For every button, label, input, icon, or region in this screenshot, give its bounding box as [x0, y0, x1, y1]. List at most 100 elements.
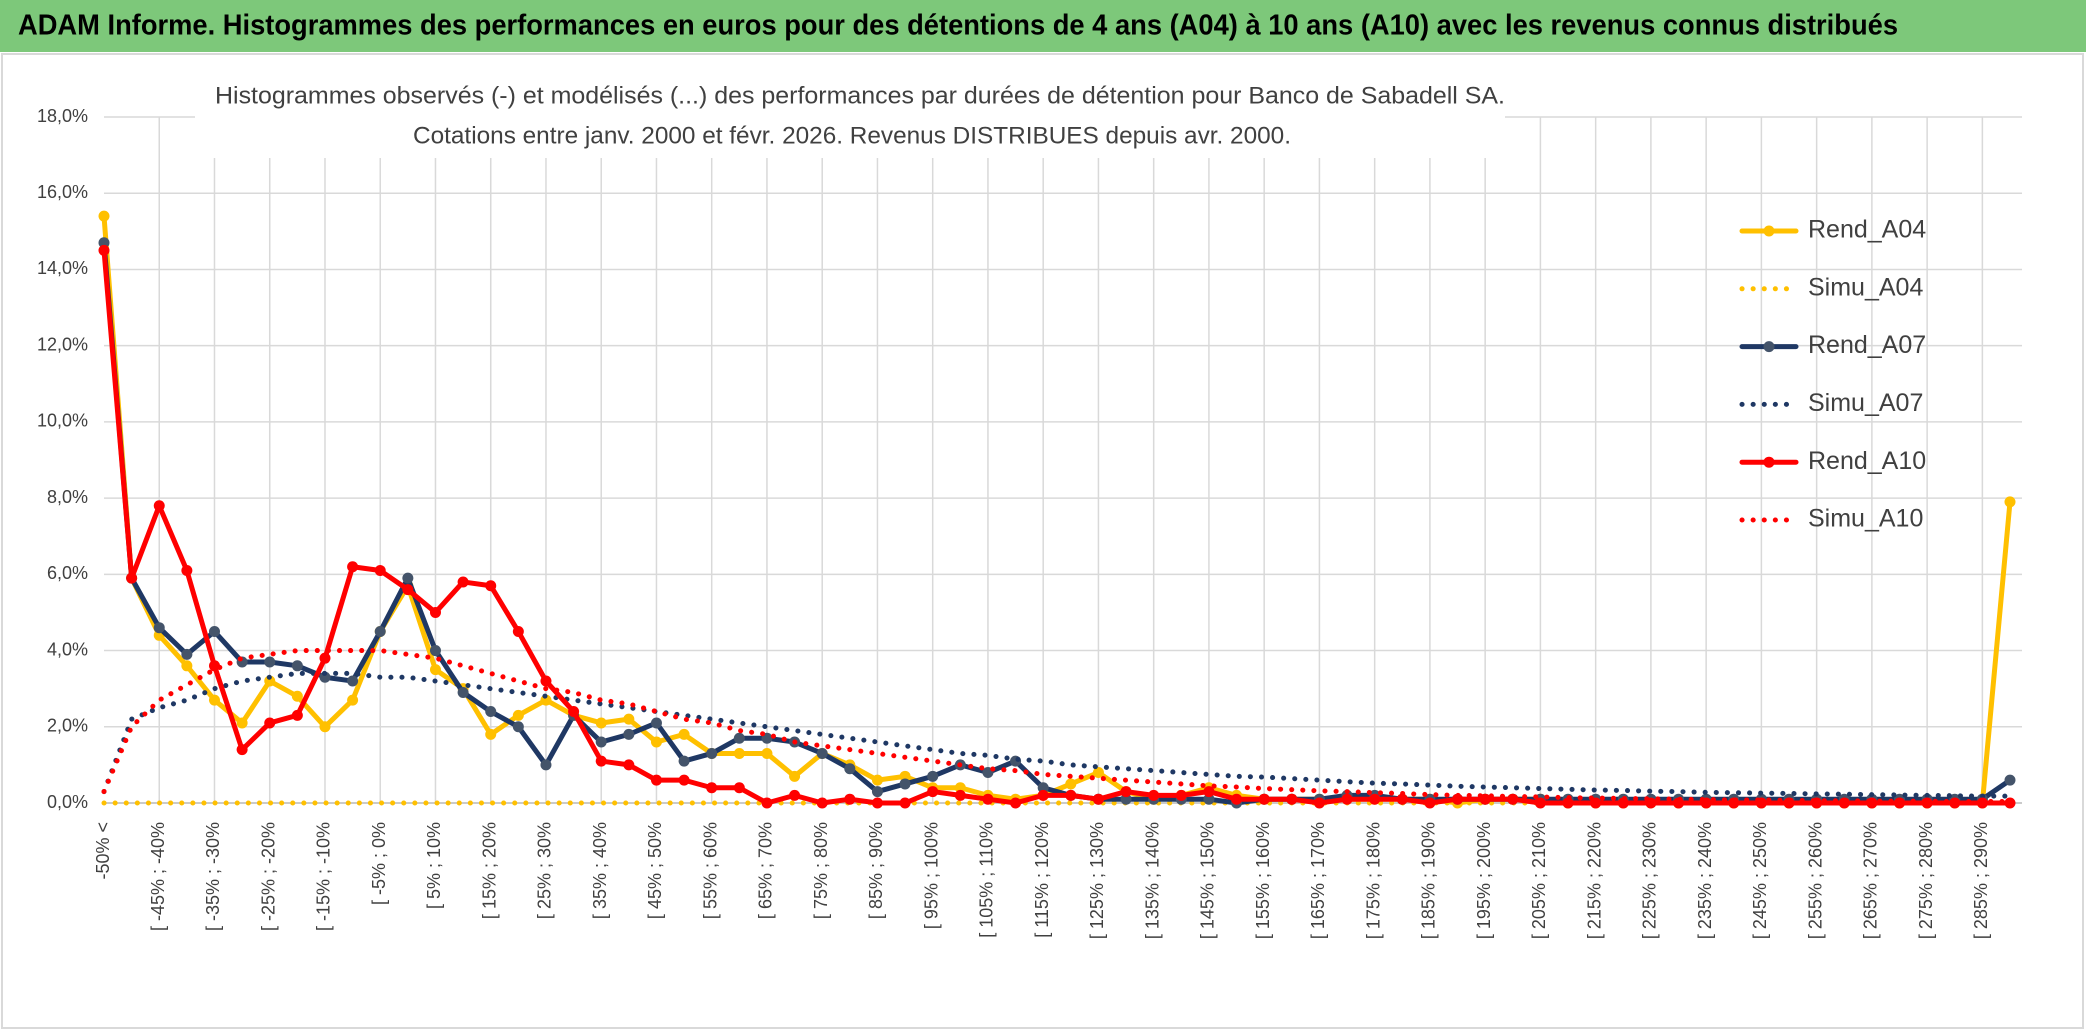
- data-point: [126, 572, 138, 584]
- data-point: [761, 747, 773, 759]
- header-bar: [0, 0, 2086, 52]
- data-point: [208, 626, 220, 637]
- x-tick-label: [ 25% ; 30%: [535, 822, 555, 919]
- x-tick-label: [ 115% ; 120%: [1032, 822, 1052, 938]
- x-tick-label: [ 145% ; 150%: [1198, 822, 1218, 939]
- x-tick-label: [ 255% ; 260%: [1805, 822, 1825, 939]
- data-point: [1534, 797, 1546, 809]
- model-line: [101, 670, 2013, 799]
- y-tick-label: 18,0%: [37, 106, 88, 126]
- data-point: [623, 728, 635, 740]
- grid: 0,0% 2,0% 4,0% 6,0% 8,0% 10,0% 12,0% 14,0% 16,0%…: [37, 106, 2022, 939]
- data-point: [871, 774, 883, 786]
- x-tick-label: [ 175% ; 180%: [1363, 822, 1383, 939]
- y-tick-label: 12,0%: [37, 334, 88, 354]
- x-tick-label: [ 285% ; 290%: [1971, 822, 1991, 939]
- data-point: [1590, 797, 1602, 809]
- data-point: [954, 782, 966, 794]
- data-point: [402, 584, 414, 596]
- data-point: [264, 656, 276, 668]
- data-point: [1203, 793, 1215, 805]
- data-point: [954, 789, 966, 801]
- data-point: [181, 648, 193, 660]
- x-tick-label: [ 15% ; 20%: [479, 822, 499, 919]
- data-point: [1120, 793, 1132, 805]
- data-point: [98, 244, 110, 256]
- data-point: [595, 736, 607, 748]
- data-point: [264, 717, 276, 729]
- data-point: [429, 664, 441, 676]
- x-tick-label: [ 165% ; 170%: [1308, 822, 1328, 939]
- x-tick-label: [ 195% ; 200%: [1474, 822, 1494, 939]
- data-point: [291, 660, 303, 672]
- legend-marker: [1763, 456, 1775, 468]
- data-point: [1120, 786, 1132, 798]
- data-point: [1010, 797, 1022, 809]
- data-point: [1562, 797, 1574, 809]
- data-point: [512, 626, 524, 637]
- x-tick-label: [ 55% ; 60%: [700, 822, 720, 919]
- legend-label: Simu_A04: [1808, 273, 1923, 301]
- x-tick-label: [ 75% ; 80%: [811, 822, 831, 919]
- x-tick-label: [ 205% ; 210%: [1529, 822, 1549, 939]
- data-point: [98, 210, 110, 222]
- data-point: [181, 660, 193, 672]
- data-point: [1092, 793, 1104, 805]
- data-point: [319, 721, 331, 733]
- data-point: [485, 728, 497, 740]
- data-point: [291, 690, 303, 702]
- data-point: [485, 580, 497, 592]
- data-point: [706, 747, 718, 759]
- data-point: [2004, 774, 2016, 786]
- data-point: [402, 572, 414, 584]
- data-point: [595, 717, 607, 729]
- data-point: [2004, 496, 2016, 508]
- data-point: [678, 755, 690, 767]
- data-point: [1148, 789, 1160, 801]
- x-tick-label: -50% <: [93, 822, 113, 880]
- data-point: [1065, 778, 1077, 790]
- x-tick-label: [ -25% ; -20%: [258, 822, 278, 931]
- x-tick-label: [ 275% ; 280%: [1916, 822, 1936, 939]
- chart-subtitle: Histogrammes observés (-) et modélisés (…: [215, 82, 1505, 109]
- chart-subtitle: Cotations entre janv. 2000 et févr. 2026…: [413, 122, 1291, 149]
- data-point: [1341, 793, 1353, 805]
- y-tick-label: 10,0%: [37, 411, 88, 431]
- x-tick-label: [ 35% ; 40%: [590, 822, 610, 919]
- data-point: [1037, 789, 1049, 801]
- data-point: [1258, 793, 1270, 805]
- data-point: [1065, 789, 1077, 801]
- x-tick-label: [ -45% ; -40%: [148, 822, 168, 931]
- data-point: [1231, 793, 1243, 805]
- model-line: [101, 648, 2013, 804]
- legend-label: Rend_A04: [1808, 216, 1926, 244]
- x-tick-label: [ 95% ; 100%: [921, 822, 941, 929]
- legend-label: Simu_A07: [1808, 389, 1923, 417]
- data-point: [871, 786, 883, 798]
- data-point: [733, 747, 745, 759]
- data-point: [844, 763, 856, 775]
- data-point: [568, 706, 580, 718]
- x-tick-label: [ 125% ; 130%: [1087, 822, 1107, 939]
- data-point: [374, 626, 386, 637]
- x-tick-label: [ 45% ; 50%: [645, 822, 665, 919]
- data-point: [98, 237, 110, 249]
- data-point: [706, 782, 718, 794]
- data-point: [347, 675, 359, 687]
- data-point: [650, 736, 662, 748]
- data-point: [650, 774, 662, 786]
- x-tick-label: [ 265% ; 270%: [1861, 822, 1881, 939]
- data-point: [844, 793, 856, 805]
- data-point: [457, 686, 469, 698]
- plot: [98, 210, 2016, 809]
- data-point: [429, 645, 441, 657]
- data-point: [733, 732, 745, 744]
- data-point: [208, 660, 220, 672]
- data-point: [816, 797, 828, 809]
- data-point: [540, 675, 552, 687]
- data-point: [291, 709, 303, 721]
- x-tick-label: [ -35% ; -30%: [203, 822, 223, 931]
- data-point: [899, 797, 911, 809]
